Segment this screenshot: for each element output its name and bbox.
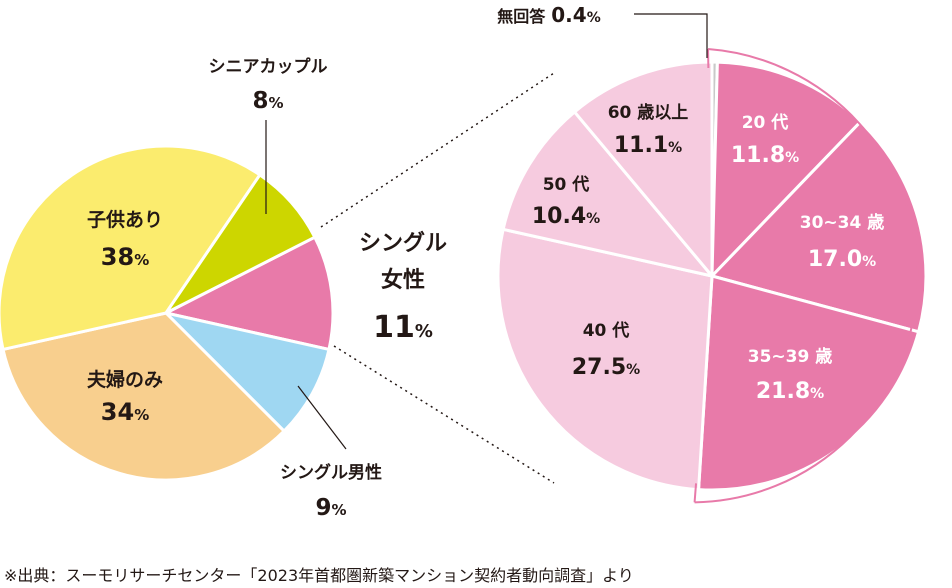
zoom-connector-0 (320, 72, 555, 228)
household-slice-3 (0, 144, 262, 351)
household-pie (0, 144, 335, 482)
leader-single-male (297, 385, 347, 450)
label-senior-couple-value: 8% (252, 88, 283, 114)
household-slice-2 (1, 311, 286, 482)
age-pie (496, 60, 928, 492)
household-slice-1 (164, 311, 331, 433)
label-age50s-value: 10.4% (532, 204, 600, 229)
label-single-female-line2: 女性 (381, 267, 425, 293)
label-age35-39-value: 21.8% (756, 379, 824, 404)
label-age30-34-name: 30~34 歳 (800, 212, 884, 233)
leader-no-answer (634, 13, 708, 58)
zoom-connector-1 (333, 345, 555, 484)
chart-labels: 子供あり 38% 夫婦のみ 34% シニアカップル 8% シングル男性 9% シ… (87, 3, 884, 521)
label-age20s-value: 11.8% (731, 143, 799, 168)
highlight-frame-bottom (693, 483, 698, 503)
label-age40s-value: 27.5% (572, 355, 640, 380)
label-no-answer: 無回答 0.4% (497, 3, 600, 27)
label-single-male-value: 9% (315, 495, 346, 521)
label-age60plus-value: 11.1% (614, 133, 682, 158)
label-with-children-value: 38% (101, 243, 149, 271)
label-single-female-line1: シングル (359, 230, 447, 256)
household-slice-4 (164, 173, 317, 315)
label-couple-only-name: 夫婦のみ (87, 368, 163, 391)
label-couple-only-value: 34% (101, 398, 149, 426)
age-slice-4 (496, 227, 714, 492)
age-slice-6 (573, 60, 714, 278)
label-single-male-name: シングル男性 (280, 462, 382, 483)
label-single-female-value: 11% (373, 310, 433, 345)
label-age60plus-name: 60 歳以上 (608, 102, 689, 123)
label-age40s-name: 40 代 (583, 320, 630, 341)
label-age35-39-name: 35~39 歳 (748, 346, 832, 367)
label-age30-34-value: 17.0% (808, 247, 876, 272)
age-slice-1 (710, 60, 862, 278)
age-slice-2 (710, 120, 928, 334)
connector-lines (265, 13, 919, 504)
label-with-children-name: 子供あり (87, 208, 163, 231)
highlight-frame-arc (694, 48, 919, 504)
age-slice-5 (501, 110, 714, 278)
label-age20s-name: 20 代 (742, 112, 789, 133)
label-senior-couple-name: シニアカップル (209, 56, 328, 77)
label-age50s-name: 50 代 (543, 174, 590, 195)
source-note: ※出典：スーモリサーチセンター「2023年首都圏新築マンション契約者動向調査」よ… (4, 566, 634, 585)
